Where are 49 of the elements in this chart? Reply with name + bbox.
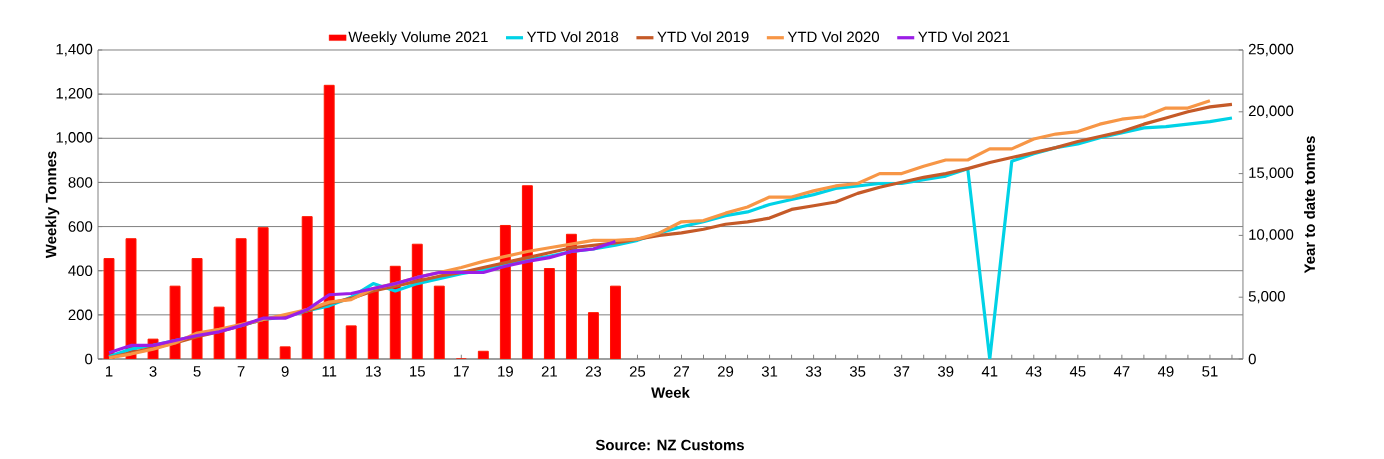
x-tick-label: 51 xyxy=(1202,366,1218,377)
x-tick-label: 3 xyxy=(149,366,157,377)
y-tick-label: 1,000 xyxy=(56,132,93,145)
y-tick-label: 600 xyxy=(68,221,93,232)
x-tick-label: 47 xyxy=(1113,366,1130,377)
x-axis-title: Week xyxy=(651,386,690,398)
y-axis-title: Weekly Tonnes xyxy=(45,151,60,259)
x-tick-label: 7 xyxy=(237,366,245,377)
y2-tick-label: 25,000 xyxy=(1248,43,1294,57)
x-tick-label: 17 xyxy=(454,366,469,377)
x-tick-label: 35 xyxy=(849,366,866,377)
x-tick-label: 25 xyxy=(629,366,646,377)
x-tick-label: 13 xyxy=(366,366,381,377)
y2-tick-label: 20,000 xyxy=(1248,105,1294,118)
x-tick-label: 37 xyxy=(893,366,910,377)
x-tick-label: 1 xyxy=(106,366,113,377)
x-tick-label: 33 xyxy=(805,366,822,377)
x-tick-label: 43 xyxy=(1025,366,1042,377)
y2-tick-label: 0 xyxy=(1248,353,1256,365)
x-tick-label: 9 xyxy=(281,366,289,377)
x-tick-label: 21 xyxy=(541,366,557,377)
x-tick-label: 27 xyxy=(673,366,690,377)
legend-label: YTD Vol 2021 xyxy=(918,31,1010,43)
x-tick-label: 49 xyxy=(1157,366,1174,377)
x-tick-label: 45 xyxy=(1069,366,1086,377)
legend-label: Weekly Volume 2021 xyxy=(348,31,488,46)
y2-tick-label: 5,000 xyxy=(1248,291,1285,304)
legend-label: YTD Vol 2019 xyxy=(657,31,749,43)
y2-tick-label: 10,000 xyxy=(1249,229,1294,242)
y-tick-label: 200 xyxy=(68,309,93,321)
y-tick-label: 400 xyxy=(68,265,93,276)
y-tick-label: 1,400 xyxy=(56,43,93,57)
x-tick-label: 29 xyxy=(717,366,734,377)
x-tick-label: 23 xyxy=(585,366,602,377)
x-tick-label: 19 xyxy=(498,366,513,377)
y2-tick-label: 15,000 xyxy=(1249,167,1294,180)
y2-axis-title: Year to date tonnes xyxy=(1304,136,1315,274)
x-tick-label: 11 xyxy=(322,366,337,377)
y-tick-label: 1,200 xyxy=(56,87,93,101)
source-note: Source: NZ Customs xyxy=(595,439,744,451)
x-tick-label: 31 xyxy=(761,366,778,377)
legend-label: YTD Vol 2020 xyxy=(787,31,880,43)
y-tick-label: 800 xyxy=(68,177,93,188)
legend-label: YTD Vol 2018 xyxy=(526,31,619,43)
x-tick-label: 15 xyxy=(410,366,425,377)
y-tick-label: 0 xyxy=(85,353,93,365)
x-tick-label: 5 xyxy=(193,366,201,377)
x-tick-label: 41 xyxy=(981,366,998,377)
x-tick-label: 39 xyxy=(937,366,954,377)
